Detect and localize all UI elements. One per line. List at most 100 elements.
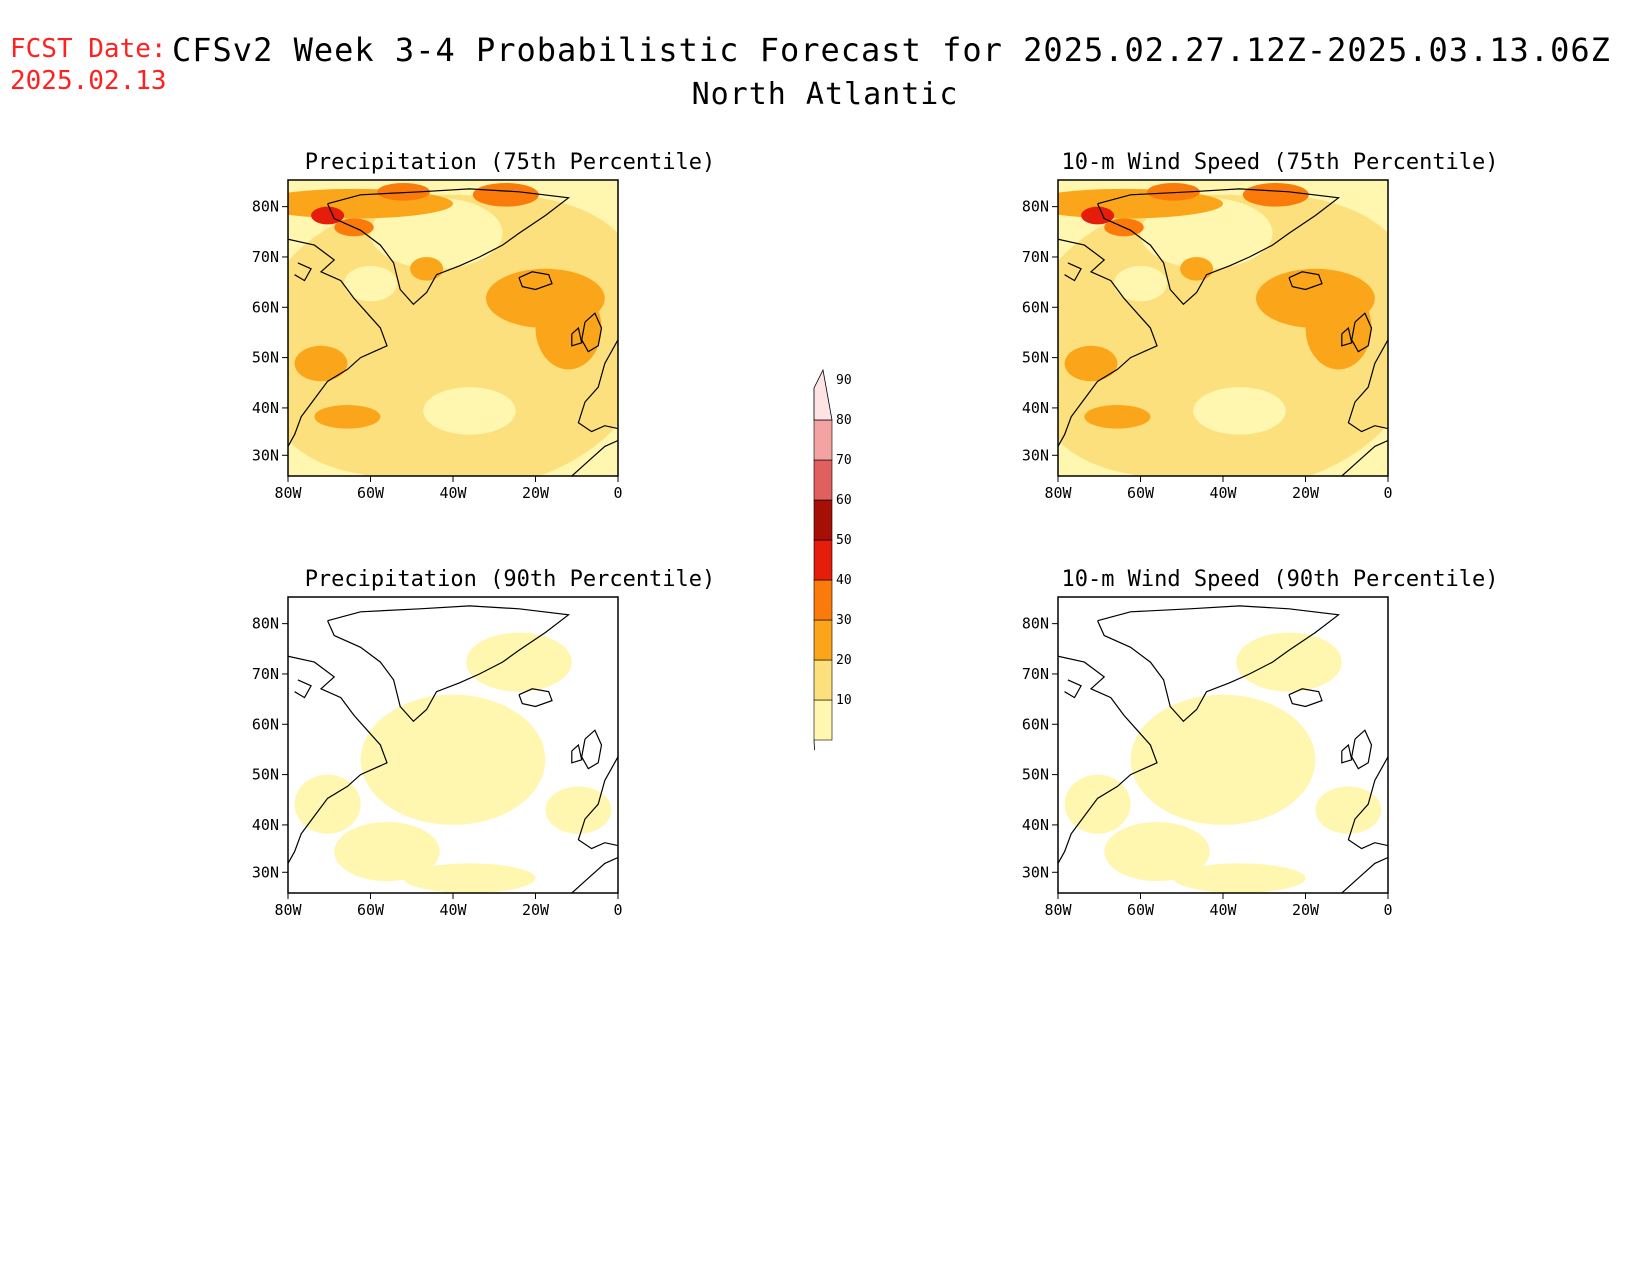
panel-title: 10-m Wind Speed (90th Percentile): [1061, 567, 1499, 592]
lon-tick-label: 0: [1383, 484, 1392, 502]
lon-tick-label: 20W: [522, 901, 550, 919]
lon-tick-label: 0: [613, 484, 622, 502]
map-precip-90: 80N 70N 60N 50N 40N 30N 80W 60W 40W 20W 0: [252, 596, 623, 919]
panel-precip-90: Precipitation (90th Percentile) 80N 70N 60…: [230, 567, 750, 947]
lon-tick-label: 60W: [1127, 484, 1155, 502]
legend-tick-label: 50: [836, 533, 852, 548]
lat-tick-label: 60N: [1022, 715, 1049, 733]
legend-swatch: [813, 619, 833, 661]
lat-tick-label: 30N: [1022, 863, 1049, 881]
probability-contour-patch: [466, 632, 572, 692]
coastline: [571, 743, 583, 764]
legend-swatch: [813, 579, 833, 621]
probability-contour-patch: [1130, 694, 1316, 825]
panel-title: Precipitation (90th Percentile): [304, 567, 716, 592]
lat-tick-label: 80N: [252, 615, 279, 633]
coastline: [1351, 729, 1373, 770]
lat-tick-label: 50N: [1022, 766, 1049, 784]
map-precip-75: 80N 70N 60N 50N 40N 30N 80W 60W 40W 20W 0: [252, 179, 623, 502]
color-legend: 10 20 30 40 50 60 70 80 90: [813, 368, 852, 750]
lat-tick-label: 80N: [1022, 198, 1049, 216]
lon-tick-label: 20W: [1292, 484, 1320, 502]
panel-title: 10-m Wind Speed (75th Percentile): [1061, 150, 1499, 175]
probability-contour-patch: [1305, 286, 1372, 370]
lon-tick-label: 80W: [1044, 484, 1072, 502]
coastline: [1347, 756, 1388, 850]
probability-contour-patch: [545, 786, 612, 834]
probability-contour-patch: [1180, 256, 1214, 281]
legend-tick-label: 40: [836, 573, 852, 588]
probability-contour-patch: [314, 404, 381, 429]
coastline: [1288, 271, 1323, 291]
coastline: [1064, 262, 1082, 282]
coastline: [327, 605, 571, 723]
probability-contour-patch: [1173, 863, 1306, 893]
panel-wind-90: 10-m Wind Speed (90th Percentile) 80N 70N…: [1000, 567, 1520, 947]
lat-tick-label: 40N: [1022, 399, 1049, 417]
coastline: [1097, 188, 1341, 306]
lat-tick-label: 50N: [252, 349, 279, 367]
lat-tick-label: 70N: [252, 248, 279, 266]
legend-tick-label: 30: [836, 613, 852, 628]
lat-tick-label: 30N: [252, 863, 279, 881]
probability-contour-patch: [1193, 387, 1286, 435]
lat-tick-label: 40N: [252, 816, 279, 834]
lat-tick-label: 30N: [252, 446, 279, 464]
coastline: [288, 238, 388, 447]
probability-contour-patch: [1084, 404, 1151, 429]
lon-tick-label: 80W: [274, 484, 302, 502]
coastline: [518, 271, 553, 291]
legend-tick-label: 10: [836, 693, 852, 708]
legend-tick-label: 60: [836, 493, 852, 508]
coastline: [1341, 743, 1353, 764]
coastline: [288, 655, 388, 864]
lon-tick-label: 60W: [357, 901, 385, 919]
lon-tick-label: 0: [613, 901, 622, 919]
coastline: [581, 729, 603, 770]
lat-tick-label: 50N: [1022, 349, 1049, 367]
lon-tick-label: 0: [1383, 901, 1392, 919]
probability-contour-patch: [410, 256, 444, 281]
probability-contour-patch: [334, 821, 440, 882]
lat-tick-label: 80N: [1022, 615, 1049, 633]
probability-contour-patch: [1147, 182, 1200, 201]
lon-tick-label: 40W: [1209, 484, 1237, 502]
lat-tick-label: 70N: [252, 665, 279, 683]
probability-contour-patch: [311, 206, 345, 225]
lon-tick-label: 40W: [1209, 901, 1237, 919]
probability-contour-patch: [294, 774, 361, 834]
probability-contour-patch: [1064, 345, 1118, 382]
probability-contour-patch: [344, 265, 397, 302]
legend-swatch: [813, 368, 833, 421]
coastline: [1341, 326, 1353, 347]
coastline: [1058, 655, 1158, 864]
lon-tick-label: 40W: [439, 484, 467, 502]
lat-tick-label: 70N: [1022, 665, 1049, 683]
probability-contour-patch: [1236, 632, 1342, 692]
legend-tick-label: 80: [836, 413, 852, 428]
probability-contour-patch: [377, 182, 430, 201]
forecast-date-value: 2025.02.13: [10, 66, 167, 96]
coastline: [518, 688, 553, 708]
legend-swatch: [813, 699, 833, 741]
lat-tick-label: 80N: [252, 198, 279, 216]
page-title: CFSv2 Week 3-4 Probabilistic Forecast fo…: [172, 31, 1611, 69]
coastline: [571, 856, 618, 893]
probability-contour-patch: [535, 286, 602, 370]
lat-tick-label: 40N: [252, 399, 279, 417]
lat-tick-label: 30N: [1022, 446, 1049, 464]
lon-tick-label: 40W: [439, 901, 467, 919]
coastline: [1351, 312, 1373, 353]
forecast-date-label: FCST Date:: [10, 34, 167, 64]
panel-title: Precipitation (75th Percentile): [304, 150, 716, 175]
coastline: [294, 679, 312, 699]
probability-contour-patch: [1081, 206, 1115, 225]
coastline: [1288, 688, 1323, 708]
coastline: [1341, 439, 1388, 476]
lon-tick-label: 80W: [274, 901, 302, 919]
coastline: [577, 756, 618, 850]
legend-swatch: [813, 659, 833, 701]
region-subtitle: North Atlantic: [691, 77, 959, 112]
map-wind-75: 80N 70N 60N 50N 40N 30N 80W 60W 40W 20W 0: [1022, 179, 1393, 502]
lon-tick-label: 20W: [1292, 901, 1320, 919]
